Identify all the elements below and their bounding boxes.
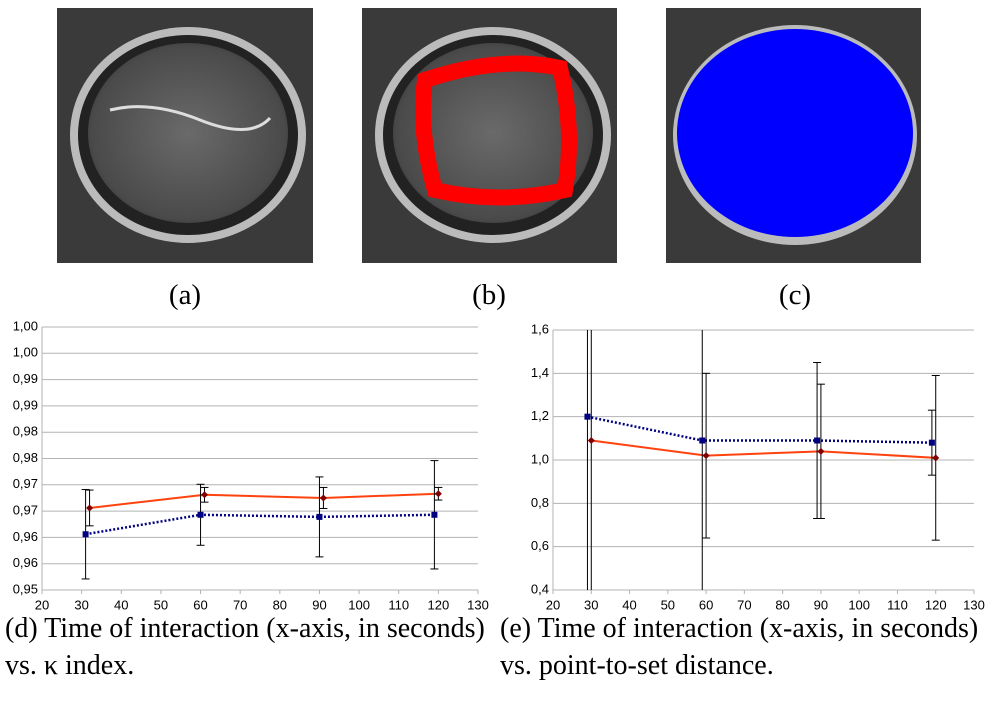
panel-label: (c): [778, 279, 812, 311]
marker: [434, 490, 442, 498]
marker: [928, 439, 935, 446]
y-tick-label: 1,4: [531, 365, 549, 380]
y-tick-label: 0,96: [13, 555, 38, 570]
marker: [584, 413, 591, 420]
x-tick-label: 30: [584, 597, 598, 612]
x-tick-label: 100: [848, 597, 870, 612]
y-tick-label: 0,6: [531, 538, 549, 553]
y-tick-label: 0,95: [13, 581, 38, 596]
x-tick-label: 70: [737, 597, 751, 612]
x-tick-label: 130: [467, 597, 489, 612]
x-tick-label: 80: [775, 597, 789, 612]
chart: 0,4 0,6 0,8 1,0 1,2 1,4 1,6 20 30 40 50 60 70 80 90 100…: [531, 321, 985, 612]
series-line: [591, 439, 936, 459]
y-tick-label: 0,98: [13, 424, 38, 439]
x-tick-label: 60: [699, 597, 713, 612]
x-tick-label: 40: [622, 597, 636, 612]
x-tick-label: 80: [273, 597, 287, 612]
caption: (d) Time of interaction (x-axis, in seco…: [5, 613, 485, 681]
chart: 0,95 0,96 0,96 0,97 0,97 0,98 0,98 0,99 0,99 1,00…: [13, 318, 489, 612]
series-line: [85, 513, 435, 536]
marker: [587, 437, 595, 444]
y-tick-label: 1,0: [531, 451, 549, 466]
x-tick-label: 100: [348, 597, 370, 612]
y-tick-label: 0,98: [13, 450, 38, 465]
image-c: [666, 8, 921, 263]
y-tick-label: 0,4: [531, 581, 549, 596]
y-tick-label: 0,99: [13, 371, 38, 386]
marker: [932, 454, 940, 462]
marker: [319, 494, 327, 502]
marker: [86, 504, 94, 512]
x-tick-label: 20: [35, 597, 49, 612]
y-tick-label: 0,99: [13, 397, 38, 412]
y-tick-label: 0,97: [13, 476, 38, 491]
panel-label: (a): [168, 279, 202, 311]
series-line: [587, 415, 932, 444]
x-tick-label: 20: [546, 597, 560, 612]
image-b: [362, 8, 617, 263]
marker: [82, 531, 89, 538]
marker: [814, 437, 821, 444]
x-tick-label: 90: [312, 597, 326, 612]
y-tick-label: 1,00: [13, 345, 38, 360]
panel-label: (b): [472, 279, 506, 311]
marker: [201, 491, 209, 499]
marker: [431, 511, 438, 518]
marker: [702, 452, 710, 460]
x-tick-label: 70: [233, 597, 247, 612]
marker: [699, 437, 706, 444]
marker: [817, 447, 825, 455]
plot: [584, 330, 940, 590]
x-tick-label: 110: [887, 597, 908, 612]
x-tick-label: 30: [74, 597, 88, 612]
plot: [81, 460, 443, 580]
x-tick-label: 90: [814, 597, 828, 612]
image-a: [57, 8, 313, 263]
y-tick-label: 1,00: [13, 318, 38, 333]
y-tick-label: 0,97: [13, 503, 38, 518]
marker: [197, 511, 204, 518]
y-tick-label: 1,2: [531, 408, 549, 423]
x-tick-label: 110: [388, 597, 409, 612]
y-tick-label: 0,96: [13, 529, 38, 544]
y-tick-label: 0,8: [531, 495, 549, 510]
x-tick-label: 40: [114, 597, 128, 612]
x-tick-label: 50: [154, 597, 168, 612]
x-tick-label: 60: [193, 597, 207, 612]
x-tick-label: 50: [661, 597, 675, 612]
y-tick-label: 1,6: [531, 321, 549, 336]
marker: [316, 513, 323, 520]
x-tick-label: 120: [428, 597, 450, 612]
x-tick-label: 120: [925, 597, 947, 612]
caption: (e) Time of interaction (x-axis, in seco…: [500, 613, 979, 681]
series-line: [89, 492, 439, 509]
x-tick-label: 130: [963, 597, 985, 612]
